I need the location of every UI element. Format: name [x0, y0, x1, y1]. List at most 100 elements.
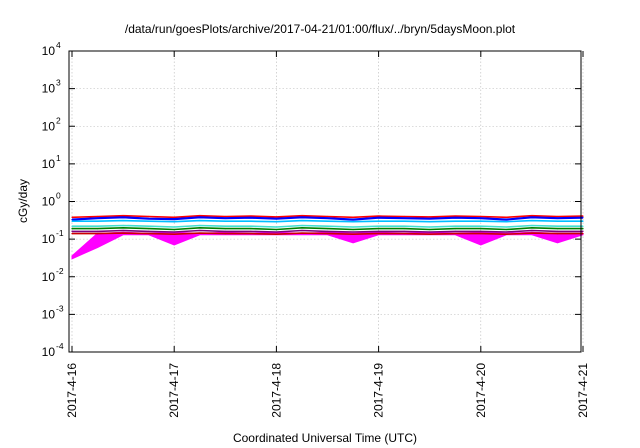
y-tick-exponent: -3 [56, 303, 64, 313]
data-point [326, 230, 329, 232]
data-point [505, 233, 507, 235]
data-point [71, 228, 73, 230]
data-point [582, 217, 584, 219]
data-point [429, 221, 431, 223]
data-point [224, 217, 226, 219]
data-point [250, 217, 252, 219]
data-point [71, 255, 73, 257]
series-line-0 [71, 231, 583, 257]
y-tick-exponent: 2 [56, 115, 61, 125]
data-point [403, 230, 405, 232]
data-point [199, 215, 201, 217]
y-tick-exponent: 1 [56, 153, 61, 163]
data-point [122, 229, 124, 232]
data-point [301, 215, 303, 217]
data-point [556, 230, 559, 232]
data-point [403, 228, 405, 230]
data-point [224, 233, 226, 235]
data-point [96, 230, 99, 232]
y-tick-label: 10 [42, 119, 56, 133]
data-point [275, 221, 277, 223]
data-point [326, 217, 329, 219]
data-point [531, 215, 533, 217]
data-point [403, 215, 405, 218]
data-point [531, 224, 533, 227]
data-point [480, 233, 482, 235]
data-point [301, 216, 303, 218]
data-point [301, 229, 303, 232]
data-point [250, 225, 252, 227]
data-point [199, 216, 201, 218]
data-point [122, 224, 124, 227]
data-point [429, 233, 431, 235]
data-point [429, 231, 431, 233]
y-tick-label: 10 [42, 195, 56, 209]
y-tick-label: 10 [42, 82, 56, 96]
data-point [531, 227, 533, 229]
data-point [505, 221, 507, 223]
data-point [71, 225, 73, 227]
data-point [122, 216, 124, 218]
data-point [275, 231, 277, 233]
data-point [275, 228, 277, 231]
data-point [403, 225, 405, 227]
data-point [71, 233, 73, 235]
data-point [199, 227, 201, 229]
x-tick-label: 2017-4-18 [269, 363, 283, 418]
y-tick-label: 10 [42, 232, 56, 246]
data-point [199, 220, 201, 222]
y-tick-exponent: 0 [56, 191, 61, 201]
data-point [556, 233, 559, 235]
data-point [556, 217, 559, 219]
x-axis-label: Coordinated Universal Time (UTC) [233, 431, 417, 445]
data-point [173, 231, 175, 233]
data-point [378, 225, 380, 227]
data-point [378, 228, 380, 230]
data-point [582, 228, 584, 230]
grid [69, 50, 584, 353]
data-point [454, 233, 456, 235]
data-point [582, 220, 584, 222]
axis-ticks [69, 50, 584, 353]
data-point [71, 230, 73, 232]
data-point [429, 228, 431, 231]
data-point [582, 225, 584, 227]
y-tick-exponent: 4 [56, 40, 61, 50]
data-point [250, 220, 252, 222]
data-point [199, 232, 201, 234]
data-point [173, 221, 175, 223]
data-point [429, 216, 431, 218]
data-point [275, 226, 277, 228]
data-point [352, 221, 354, 223]
data-point [148, 230, 150, 232]
data-point [122, 232, 124, 234]
data-point [275, 218, 277, 220]
data-point [505, 219, 507, 221]
data-point [505, 216, 507, 218]
data-point [531, 229, 533, 232]
x-tick-label: 2017-4-19 [372, 363, 386, 418]
data-point [275, 216, 277, 218]
data-point [454, 217, 456, 219]
data-point [148, 220, 150, 222]
data-point [148, 225, 150, 227]
x-tick-label: 2017-4-20 [474, 363, 488, 418]
data-point [96, 220, 99, 222]
data-point [403, 220, 405, 222]
data-point [148, 218, 150, 220]
data-point [480, 225, 482, 227]
x-tick-labels: 2017-4-16 2017-4-17 2017-4-18 2017-4-19 2017… [65, 363, 590, 418]
data-point [531, 232, 533, 234]
data-point [326, 215, 329, 218]
data-point [301, 227, 303, 229]
data-point [556, 228, 559, 230]
y-tick-label: 10 [42, 307, 56, 321]
data-point [378, 215, 380, 217]
data-point [480, 228, 482, 230]
data-point [403, 233, 405, 235]
data-point [582, 233, 584, 235]
data-point [173, 218, 175, 220]
data-point [148, 228, 150, 230]
data-point [556, 220, 559, 222]
